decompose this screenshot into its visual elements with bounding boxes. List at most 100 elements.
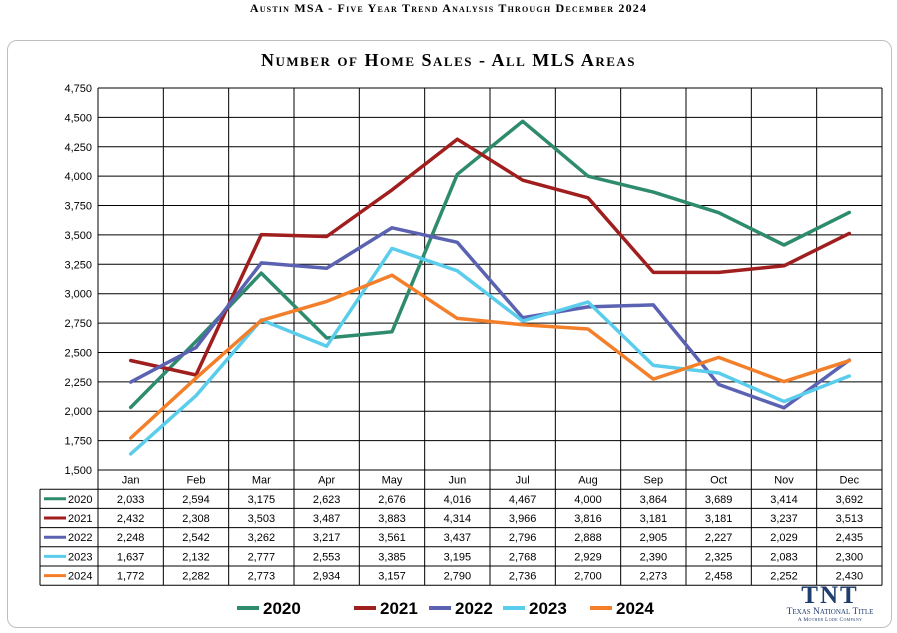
logo-mark: TNT [801,582,859,609]
table-series-label: 2024 [68,571,92,583]
series-line-2022 [128,226,852,410]
y-tick-label: 2,250 [64,377,92,389]
table-cell: 2,623 [313,494,341,506]
table-cell: 2,594 [182,494,210,506]
table-cell: 3,385 [378,551,406,563]
y-tick-label: 2,000 [64,406,92,418]
table-cell: 2,227 [705,532,733,544]
table-cell: 2,790 [444,571,472,583]
table-cell: 3,157 [378,571,406,583]
table-cell: 2,430 [836,571,864,583]
y-tick-label: 4,500 [64,112,92,124]
table-cell: 3,175 [248,494,276,506]
table-cell: 3,487 [313,513,341,525]
y-tick-label: 3,250 [64,259,92,271]
series-line-2023 [128,246,852,456]
series-lines [128,119,852,456]
x-tick-label: Feb [187,475,206,487]
table-cell: 3,513 [836,513,864,525]
table-cell: 3,503 [248,513,276,525]
table-cell: 2,029 [770,532,798,544]
series-line-2020 [128,119,852,410]
table-cell: 3,692 [836,494,864,506]
table-cell: 3,689 [705,494,733,506]
table-cell: 2,676 [378,494,406,506]
table-cell: 1,772 [117,571,145,583]
legend-label: 2021 [380,599,418,618]
table-cell: 1,637 [117,551,145,563]
table-cell: 2,435 [836,532,864,544]
table-cell: 2,929 [574,551,602,563]
table-cell: 4,000 [574,494,602,506]
table-cell: 2,888 [574,532,602,544]
table-cell: 2,432 [117,513,145,525]
x-tick-label: Aug [578,475,598,487]
table-cell: 3,816 [574,513,602,525]
table-cell: 2,300 [836,551,864,563]
logo-tagline: A Mother Lode Company [797,617,863,623]
table-cell: 2,768 [509,551,537,563]
y-tick-label: 3,750 [64,201,92,213]
table-cell: 2,308 [182,513,210,525]
table-cell: 4,467 [509,494,537,506]
table-cell: 2,132 [182,551,210,563]
table-cell: 3,262 [248,532,276,544]
table-cell: 2,777 [248,551,276,563]
table-cell: 4,314 [444,513,472,525]
data-table: Jan Feb Mar Apr May Jun Jul Aug Sep Oct Nov Dec 2020… [39,469,882,586]
table-cell: 2,252 [770,571,798,583]
legend-label: 2020 [263,599,301,618]
table-cell: 2,773 [248,571,276,583]
table-cell: 2,934 [313,571,341,583]
table-cell: 3,437 [444,532,472,544]
table-cell: 4,016 [444,494,472,506]
table-series-label: 2020 [68,494,92,506]
y-tick-label: 4,250 [64,142,92,154]
x-tick-label: Apr [318,475,335,487]
x-tick-label: Mar [252,475,271,487]
table-cell: 3,561 [378,532,406,544]
series-line-2024 [128,273,852,440]
table-cell: 2,736 [509,571,537,583]
table-cell: 2,273 [640,571,668,583]
table-series-label: 2022 [68,532,92,544]
table-cell: 2,458 [705,571,733,583]
y-tick-label: 4,750 [64,83,92,95]
table-cell: 2,553 [313,551,341,563]
table-series-label: 2021 [68,513,92,525]
table-cell: 2,282 [182,571,210,583]
table-cell: 3,883 [378,513,406,525]
x-tick-label: Jun [448,475,466,487]
y-axis: 1,500 1,750 2,000 2,250 2,500 2,750 3,000 3,250… [64,83,92,477]
x-tick-label: May [382,475,403,487]
y-tick-label: 3,000 [64,289,92,301]
table-cell: 2,390 [640,551,668,563]
table-cell: 3,217 [313,532,341,544]
table-cell: 3,237 [770,513,798,525]
x-tick-label: Nov [774,475,794,487]
legend-label: 2023 [529,599,567,618]
table-cell: 3,864 [640,494,668,506]
x-tick-label: Sep [644,475,664,487]
table-cell: 2,325 [705,551,733,563]
y-tick-label: 4,000 [64,171,92,183]
chart-frame [7,40,892,628]
series-line-2021 [128,137,852,377]
y-tick-label: 1,750 [64,436,92,448]
x-tick-label: Oct [710,475,727,487]
table-cell: 3,966 [509,513,537,525]
table-cell: 2,542 [182,532,210,544]
table-cell: 3,181 [640,513,668,525]
table-cell: 2,700 [574,571,602,583]
legend-label: 2024 [616,599,654,618]
y-tick-label: 2,750 [64,318,92,330]
y-tick-label: 3,500 [64,230,92,242]
page-title: Austin MSA - Five Year Trend Analysis Th… [249,1,648,15]
table-cell: 2,796 [509,532,537,544]
table-cell: 3,414 [770,494,798,506]
company-logo: TNT Texas National Title A Mother Lode C… [766,582,894,623]
x-tick-label: Jul [516,475,530,487]
y-tick-label: 1,500 [64,465,92,477]
x-tick-label: Dec [840,475,860,487]
